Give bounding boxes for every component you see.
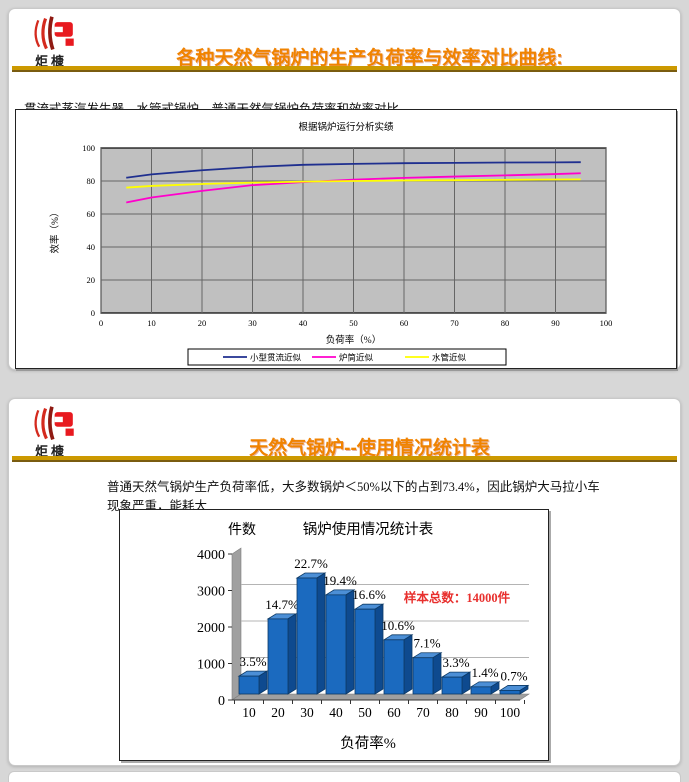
svg-text:锅炉使用情况统计表: 锅炉使用情况统计表 — [303, 521, 434, 538]
svg-text:效率（%）: 效率（%） — [49, 208, 61, 254]
svg-text:60: 60 — [400, 318, 409, 328]
svg-text:100: 100 — [82, 143, 95, 153]
svg-text:件数: 件数 — [228, 522, 256, 538]
svg-text:80: 80 — [445, 705, 459, 720]
svg-text:0.7%: 0.7% — [500, 668, 527, 683]
svg-text:70: 70 — [450, 318, 459, 328]
boiler-usage-bar-chart: 件数 锅炉使用情况统计表 0 1000 2000 3000 4000 3.5% 10 14.7% 2… — [119, 509, 549, 761]
svg-text:1000: 1000 — [197, 658, 225, 673]
svg-text:0: 0 — [218, 694, 225, 709]
svg-text:根据锅炉运行分析实绩: 根据锅炉运行分析实绩 — [298, 121, 394, 133]
svg-text:19.4%: 19.4% — [323, 573, 357, 588]
svg-text:16.6%: 16.6% — [352, 587, 386, 602]
svg-text:60: 60 — [387, 705, 401, 720]
flame-logo-icon — [34, 16, 74, 51]
svg-text:负荷率%: 负荷率% — [340, 735, 396, 752]
svg-text:3.5%: 3.5% — [239, 654, 266, 669]
slide-title: 天然气锅炉--使用情况统计表 — [249, 437, 490, 459]
svg-text:水管近似: 水管近似 — [432, 353, 467, 363]
efficiency-load-line-chart: 根据锅炉运行分析实绩 0 10 20 30 40 50 60 70 80 90 100 0 20 40 60 8… — [15, 109, 677, 369]
svg-text:50: 50 — [349, 318, 358, 328]
svg-text:100: 100 — [500, 705, 521, 720]
svg-text:0: 0 — [99, 318, 103, 328]
svg-text:30: 30 — [248, 318, 257, 328]
slide-boiler-efficiency-curves: 炬槺 各种天然气锅炉的生产负荷率与效率对比曲线: 贯流式蒸汽发生器、水管式锅炉、… — [8, 8, 681, 370]
svg-text:40: 40 — [329, 705, 343, 720]
svg-text:20: 20 — [271, 705, 285, 720]
slide-usage-statistics: 炬槺 天然气锅炉--使用情况统计表 普通天然气锅炉生产负荷率低，大多数锅炉＜50… — [8, 398, 681, 766]
svg-text:10: 10 — [242, 705, 256, 720]
svg-text:20: 20 — [87, 275, 96, 285]
svg-text:50: 50 — [358, 705, 372, 720]
next-slide-edge — [8, 771, 681, 782]
svg-text:10.6%: 10.6% — [381, 618, 415, 633]
svg-text:0: 0 — [91, 308, 95, 318]
svg-text:小型贯流近似: 小型贯流近似 — [250, 353, 302, 363]
svg-text:22.7%: 22.7% — [294, 556, 328, 571]
svg-text:80: 80 — [87, 176, 96, 186]
svg-text:90: 90 — [551, 318, 560, 328]
header-divider — [12, 66, 677, 72]
svg-text:炉筒近似: 炉筒近似 — [339, 353, 374, 363]
svg-text:14.7%: 14.7% — [265, 597, 299, 612]
company-logo: 炬槺 — [21, 404, 81, 458]
svg-text:10: 10 — [147, 318, 156, 328]
svg-text:80: 80 — [501, 318, 510, 328]
svg-text:7.1%: 7.1% — [413, 636, 440, 651]
logo-text: 炬槺 — [34, 54, 67, 69]
svg-text:90: 90 — [474, 705, 488, 720]
svg-text:样本总数：14000件: 样本总数：14000件 — [404, 590, 511, 605]
line-chart-canvas: 根据锅炉运行分析实绩 0 10 20 30 40 50 60 70 80 90 100 0 20 40 60 8… — [49, 121, 613, 366]
slide-title: 各种天然气锅炉的生产负荷率与效率对比曲线: — [176, 47, 563, 69]
header-divider — [12, 456, 677, 462]
svg-text:100: 100 — [600, 318, 613, 328]
svg-text:30: 30 — [300, 705, 314, 720]
flame-logo-icon — [34, 406, 74, 441]
bar-chart-canvas: 件数 锅炉使用情况统计表 0 1000 2000 3000 4000 3.5% 10 14.7% 2… — [197, 521, 530, 752]
svg-text:70: 70 — [416, 705, 430, 720]
svg-text:2000: 2000 — [197, 621, 225, 636]
svg-text:40: 40 — [299, 318, 308, 328]
svg-text:60: 60 — [87, 209, 96, 219]
svg-text:负荷率（%）: 负荷率（%） — [326, 334, 381, 346]
svg-text:20: 20 — [198, 318, 207, 328]
svg-text:3000: 3000 — [197, 585, 225, 600]
svg-text:1.4%: 1.4% — [471, 665, 498, 680]
svg-text:4000: 4000 — [197, 548, 225, 563]
logo-text: 炬槺 — [34, 444, 67, 459]
svg-text:3.3%: 3.3% — [442, 655, 469, 670]
company-logo: 炬槺 — [21, 14, 81, 68]
svg-text:40: 40 — [87, 242, 96, 252]
